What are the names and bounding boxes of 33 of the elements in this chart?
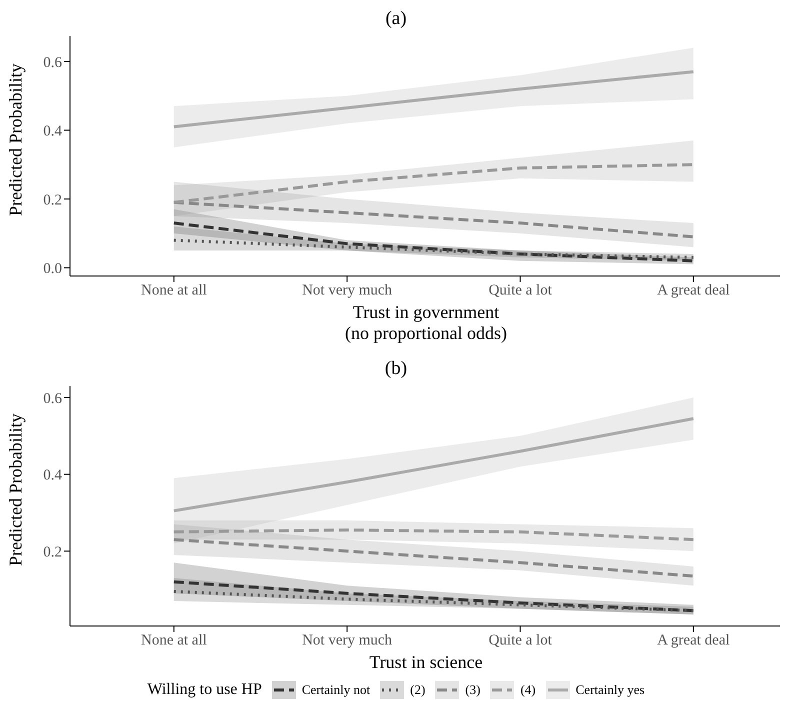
y-tick-label: 0.4 [43,124,62,140]
y-tick-label: 0.2 [43,192,62,208]
x-axis-title: Trust in government (no proportional odds) [344,302,508,344]
legend-label: (4) [520,682,536,698]
line-series [172,538,695,578]
y-tick-label: 0.4 [43,468,62,484]
x-tick-label: Quite a lot [488,632,553,649]
x-tick-label: Quite a lot [488,282,553,299]
x-tick-label: None at all [140,282,207,299]
line-series [172,238,695,259]
legend-label: Certainly yes [576,682,645,698]
legend-label: Certainly not [302,682,370,698]
x-tick-label: A great deal [657,632,730,649]
x-tick-label: Not very much [302,632,393,649]
legend-title: Willing to use HP [147,681,262,699]
legend-label: (3) [465,682,480,698]
y-axis-title: Predicted Probability [5,414,26,566]
line-series [172,163,695,204]
y-axis-title: Predicted Probability [5,64,26,216]
x-tick-label: Not very much [302,282,393,299]
x-tick-label: None at all [140,632,207,649]
x-tick-label: A great deal [657,282,730,299]
line-series [172,70,695,128]
y-tick-label: 0.6 [43,54,62,71]
x-axis-title: Trust in science [368,652,484,673]
y-tick-label: 0.0 [43,261,62,278]
y-tick-label: 0.6 [43,390,62,407]
line-series [172,590,695,612]
y-tick-label: 0.2 [43,544,62,560]
line-series [172,417,695,512]
chart-title: (b) [384,358,408,381]
legend-label: (2) [410,682,426,698]
chart-title: (a) [384,8,408,31]
